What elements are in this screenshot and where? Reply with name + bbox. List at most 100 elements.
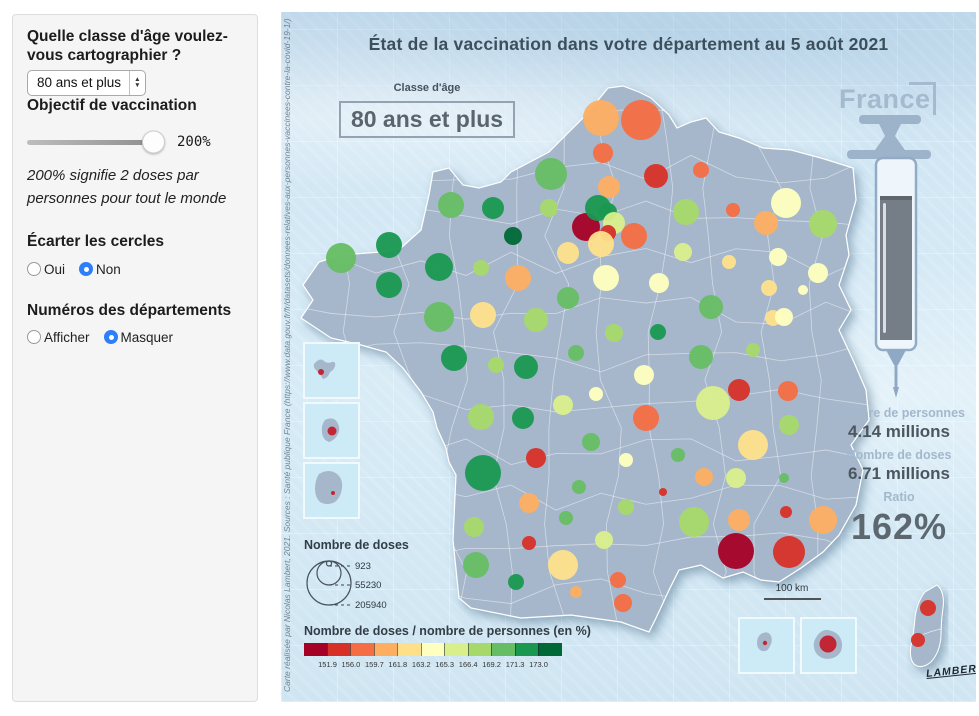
department-circle[interactable] bbox=[779, 473, 789, 483]
slider-handle[interactable] bbox=[142, 131, 165, 154]
department-circle[interactable] bbox=[468, 404, 494, 430]
department-circle[interactable] bbox=[696, 386, 730, 420]
age-class-select[interactable]: 80 ans et plus ▲▼ bbox=[27, 70, 146, 96]
department-circle[interactable] bbox=[769, 248, 787, 266]
department-circle[interactable] bbox=[535, 158, 567, 190]
department-circle[interactable] bbox=[464, 517, 484, 537]
department-circle[interactable] bbox=[482, 197, 504, 219]
department-circle[interactable] bbox=[673, 199, 699, 225]
department-circle[interactable] bbox=[470, 302, 496, 328]
department-circle[interactable] bbox=[778, 381, 798, 401]
radio-oui[interactable]: Oui bbox=[27, 262, 65, 277]
inset-circle[interactable] bbox=[763, 641, 767, 645]
department-circle[interactable] bbox=[649, 273, 669, 293]
department-circle[interactable] bbox=[614, 594, 632, 612]
department-circle[interactable] bbox=[524, 308, 548, 332]
department-circle[interactable] bbox=[559, 511, 573, 525]
department-circle[interactable] bbox=[754, 211, 778, 235]
department-circle[interactable] bbox=[488, 357, 504, 373]
department-circle[interactable] bbox=[726, 203, 740, 217]
department-circle[interactable] bbox=[568, 345, 584, 361]
department-circle[interactable] bbox=[718, 533, 754, 569]
department-circle[interactable] bbox=[634, 365, 654, 385]
department-circle[interactable] bbox=[761, 280, 777, 296]
department-circle[interactable] bbox=[771, 188, 801, 218]
department-circle[interactable] bbox=[679, 507, 709, 537]
radio-icon bbox=[27, 262, 41, 276]
department-circle[interactable] bbox=[728, 379, 750, 401]
department-circle[interactable] bbox=[570, 586, 582, 598]
radio-afficher[interactable]: Afficher bbox=[27, 330, 90, 345]
department-circle[interactable] bbox=[512, 407, 534, 429]
department-circle[interactable] bbox=[598, 176, 620, 198]
radio-masquer[interactable]: Masquer bbox=[104, 330, 174, 345]
department-circle[interactable] bbox=[588, 231, 614, 257]
department-circle[interactable] bbox=[920, 600, 936, 616]
department-circle[interactable] bbox=[633, 405, 659, 431]
department-circle[interactable] bbox=[911, 633, 925, 647]
department-circle[interactable] bbox=[514, 355, 538, 379]
department-circle[interactable] bbox=[780, 506, 792, 518]
department-circle[interactable] bbox=[540, 199, 558, 217]
department-circle[interactable] bbox=[618, 499, 634, 515]
department-circle[interactable] bbox=[465, 455, 501, 491]
department-circle[interactable] bbox=[424, 302, 454, 332]
department-circle[interactable] bbox=[671, 448, 685, 462]
department-circle[interactable] bbox=[504, 227, 522, 245]
vaccination-objective-slider[interactable] bbox=[27, 140, 155, 145]
radio-non[interactable]: Non bbox=[79, 262, 121, 277]
department-circle[interactable] bbox=[463, 552, 489, 578]
department-circle[interactable] bbox=[589, 387, 603, 401]
department-circle[interactable] bbox=[508, 574, 524, 590]
department-circle[interactable] bbox=[526, 448, 546, 468]
department-circle[interactable] bbox=[738, 430, 768, 460]
inset-circle[interactable] bbox=[331, 491, 335, 495]
department-circle[interactable] bbox=[674, 243, 692, 261]
department-circle[interactable] bbox=[693, 162, 709, 178]
department-circle[interactable] bbox=[557, 287, 579, 309]
department-circle[interactable] bbox=[809, 210, 837, 238]
department-circle[interactable] bbox=[553, 395, 573, 415]
inset-circle[interactable] bbox=[820, 636, 837, 653]
department-circle[interactable] bbox=[659, 488, 667, 496]
inset-circle[interactable] bbox=[328, 427, 337, 436]
department-circle[interactable] bbox=[376, 272, 402, 298]
department-circle[interactable] bbox=[650, 324, 666, 340]
department-circle[interactable] bbox=[808, 263, 828, 283]
department-circle[interactable] bbox=[326, 243, 356, 273]
department-circle[interactable] bbox=[583, 100, 619, 136]
department-circle[interactable] bbox=[572, 480, 586, 494]
department-circle[interactable] bbox=[519, 493, 539, 513]
department-circle[interactable] bbox=[699, 295, 723, 319]
department-circle[interactable] bbox=[621, 100, 661, 140]
department-circle[interactable] bbox=[726, 468, 746, 488]
inset-circle[interactable] bbox=[318, 369, 324, 375]
department-circle[interactable] bbox=[376, 232, 402, 258]
department-circle[interactable] bbox=[610, 572, 626, 588]
department-circle[interactable] bbox=[593, 143, 613, 163]
department-circle[interactable] bbox=[441, 345, 467, 371]
department-circle[interactable] bbox=[522, 536, 536, 550]
department-circle[interactable] bbox=[548, 550, 578, 580]
department-circle[interactable] bbox=[619, 453, 633, 467]
department-circle[interactable] bbox=[798, 285, 808, 295]
department-circle[interactable] bbox=[644, 164, 668, 188]
colorbar-tick-label: 173.0 bbox=[529, 660, 548, 669]
department-circle[interactable] bbox=[438, 192, 464, 218]
department-circle[interactable] bbox=[425, 253, 453, 281]
department-circle[interactable] bbox=[689, 345, 713, 369]
department-circle[interactable] bbox=[695, 468, 713, 486]
department-circle[interactable] bbox=[582, 433, 600, 451]
department-circle[interactable] bbox=[557, 242, 579, 264]
department-circle[interactable] bbox=[593, 265, 619, 291]
department-circle[interactable] bbox=[473, 260, 489, 276]
department-circle[interactable] bbox=[775, 308, 793, 326]
department-circle[interactable] bbox=[505, 265, 531, 291]
department-circle[interactable] bbox=[779, 415, 799, 435]
department-circle[interactable] bbox=[605, 324, 623, 342]
department-circle[interactable] bbox=[621, 223, 647, 249]
department-circle[interactable] bbox=[595, 531, 613, 549]
department-circle[interactable] bbox=[746, 343, 760, 357]
department-circle[interactable] bbox=[722, 255, 736, 269]
department-circle[interactable] bbox=[728, 509, 750, 531]
